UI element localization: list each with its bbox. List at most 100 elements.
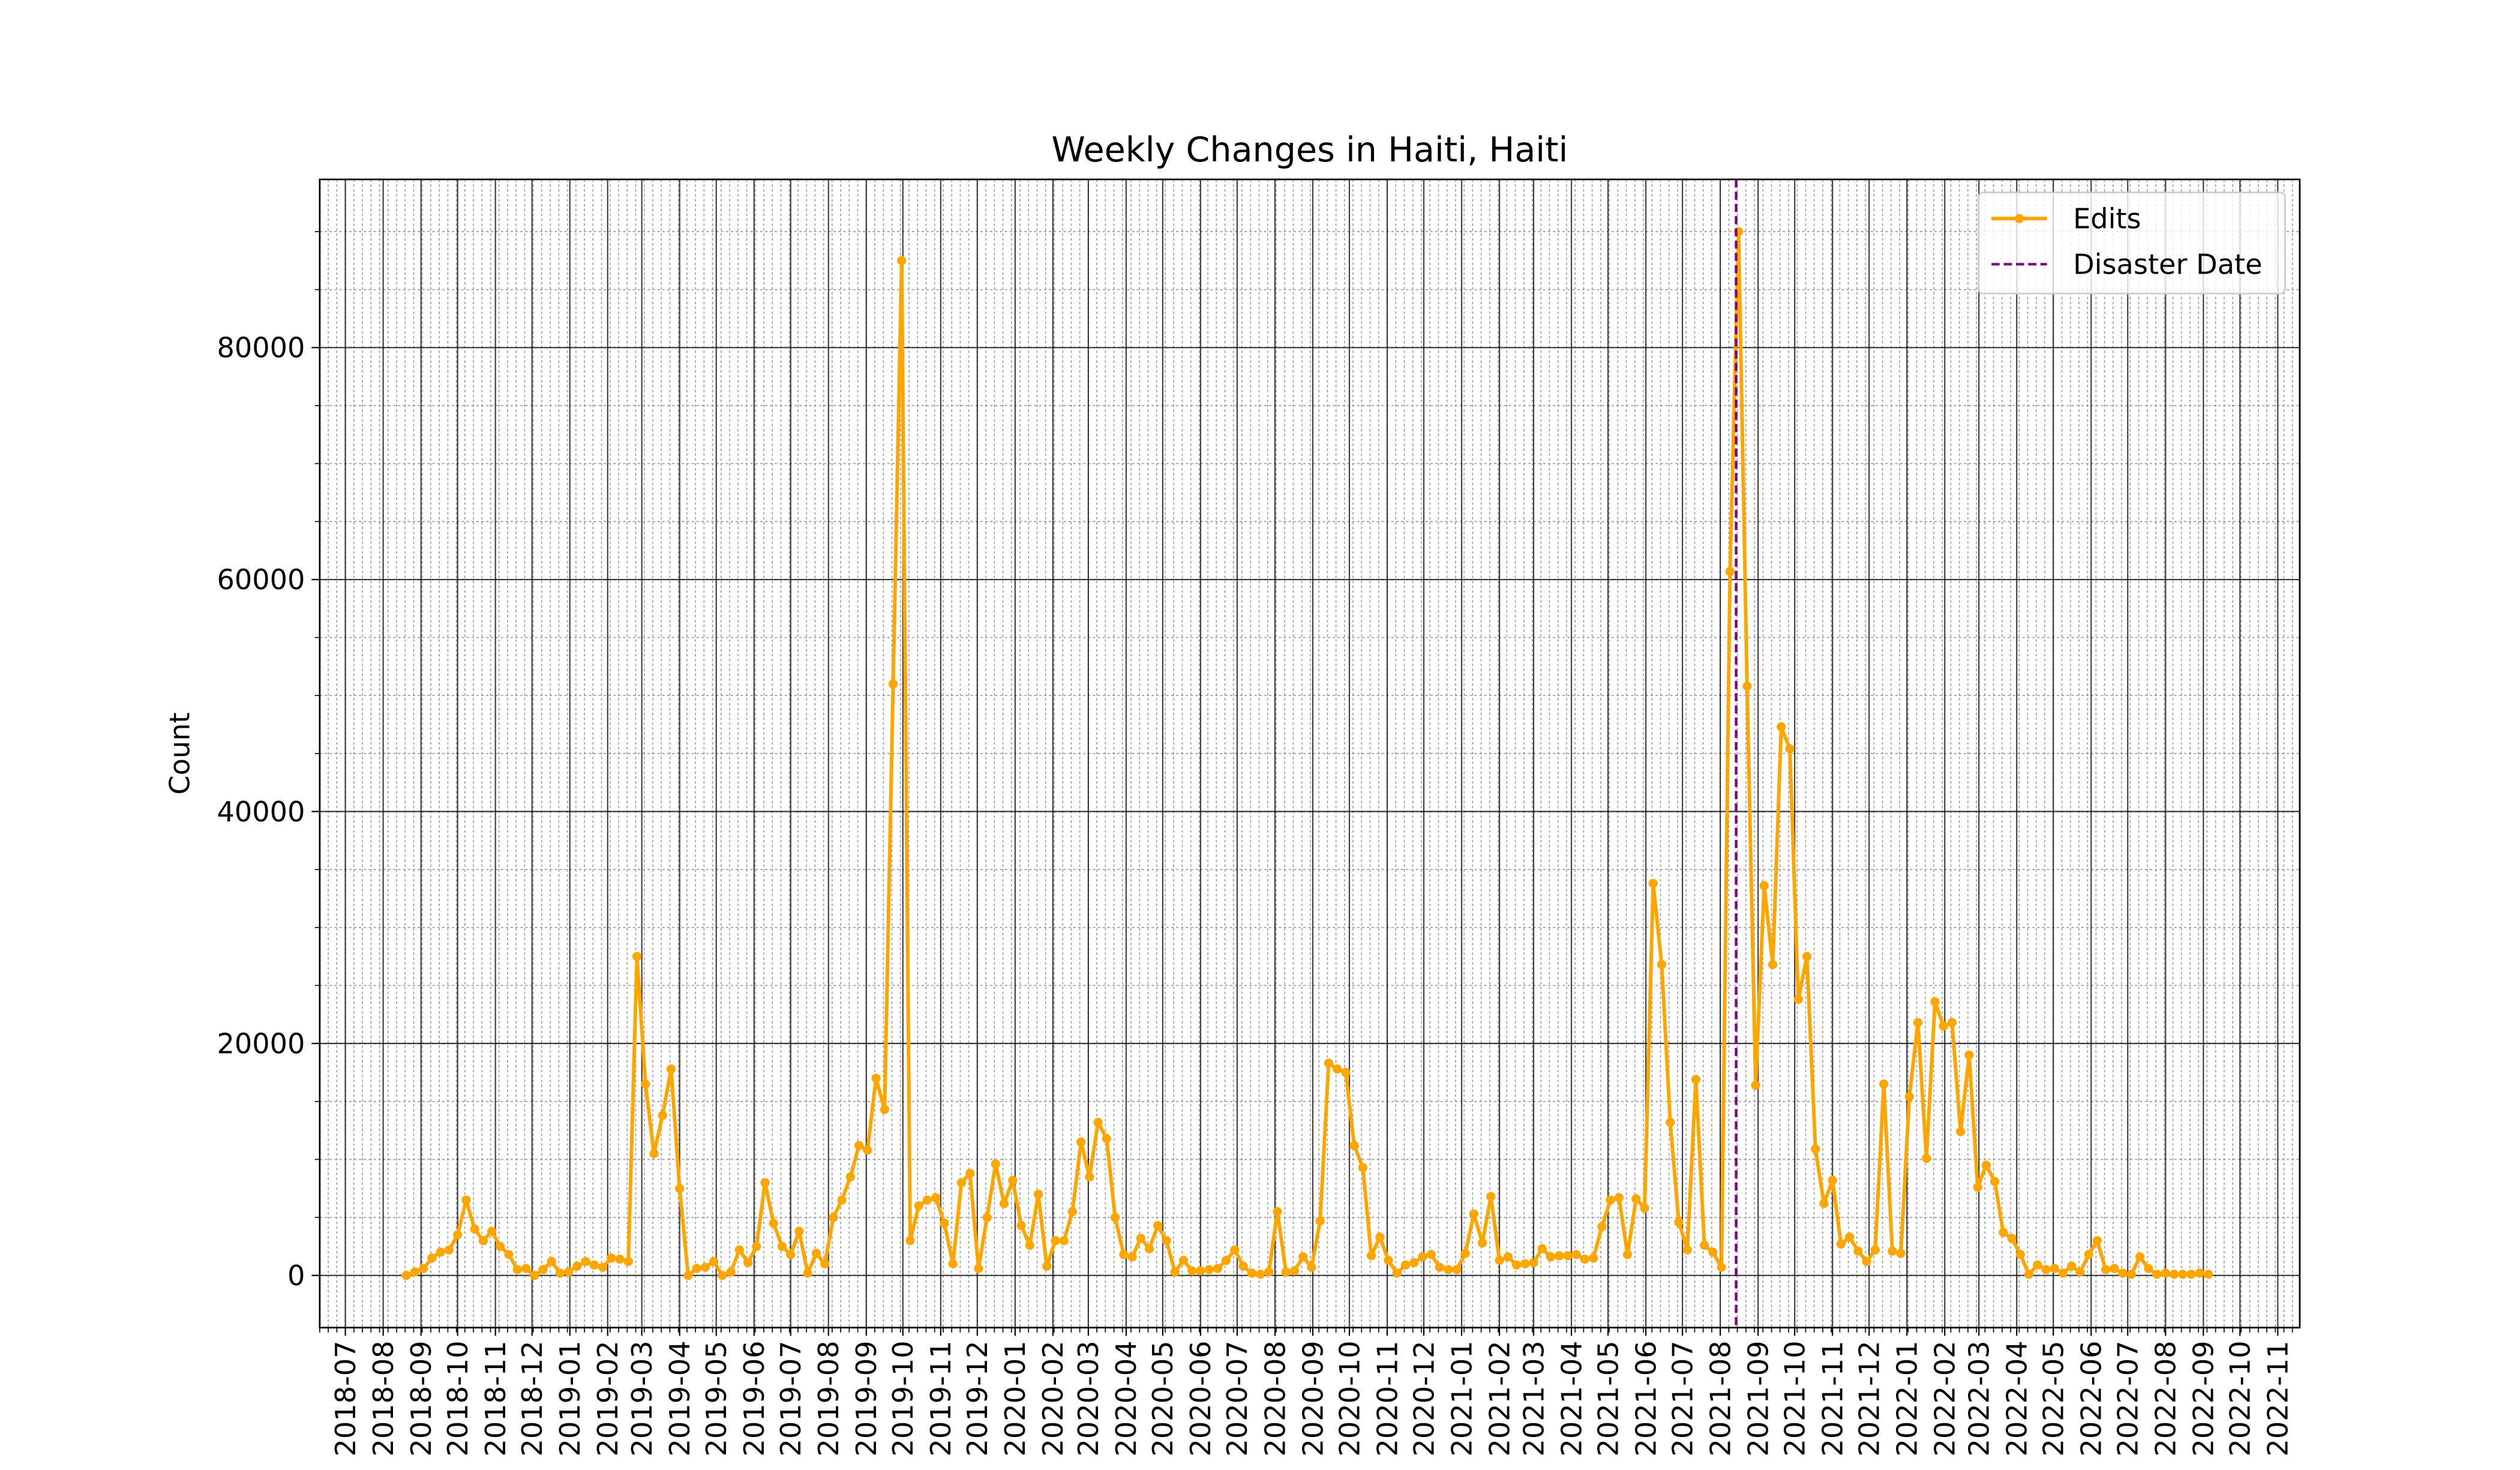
data-point: [2144, 1264, 2153, 1273]
x-tick-label: 2019-03: [626, 1340, 658, 1456]
data-point: [1255, 1270, 1265, 1279]
data-point: [1828, 1175, 1837, 1185]
data-point: [564, 1267, 574, 1277]
data-point: [1495, 1255, 1504, 1265]
data-point: [1768, 960, 1778, 970]
data-point: [2058, 1268, 2068, 1278]
data-point: [1930, 997, 1940, 1007]
x-tick-label: 2021-05: [1592, 1340, 1624, 1456]
data-point: [1127, 1252, 1137, 1262]
data-point: [1640, 1203, 1649, 1213]
x-tick-label: 2021-09: [1742, 1340, 1774, 1456]
data-point: [1281, 1267, 1291, 1277]
data-point: [1742, 682, 1752, 691]
data-point: [538, 1265, 548, 1274]
data-point: [1845, 1232, 1855, 1242]
data-point: [1811, 1144, 1820, 1154]
data-point: [410, 1267, 420, 1277]
data-point: [530, 1271, 539, 1280]
data-point: [641, 1079, 650, 1089]
data-point: [470, 1224, 479, 1234]
data-point: [2033, 1260, 2042, 1270]
x-tick-label: 2019-08: [812, 1340, 845, 1456]
data-point: [1333, 1064, 1342, 1074]
data-point: [1238, 1261, 1248, 1271]
data-point: [820, 1259, 830, 1268]
data-point: [888, 679, 898, 689]
data-point: [1341, 1067, 1351, 1078]
data-point: [974, 1264, 983, 1273]
data-point: [1460, 1249, 1470, 1258]
data-point: [1819, 1199, 1829, 1208]
data-point: [1102, 1134, 1111, 1144]
data-point: [914, 1201, 923, 1211]
x-tick-label: 2019-11: [925, 1340, 957, 1456]
data-point: [1170, 1267, 1180, 1277]
data-point: [982, 1213, 992, 1222]
data-point: [1879, 1079, 1889, 1089]
x-tick-label: 2022-07: [2112, 1340, 2144, 1456]
data-point: [419, 1264, 428, 1273]
data-point: [1067, 1207, 1078, 1217]
legend-label: Edits: [2073, 203, 2141, 235]
data-point: [1452, 1265, 1462, 1274]
data-point: [1093, 1117, 1103, 1127]
x-tick-label: 2020-12: [1408, 1340, 1440, 1456]
data-point: [436, 1247, 445, 1257]
data-point: [905, 1236, 915, 1246]
data-point: [863, 1145, 872, 1155]
data-point: [1904, 1092, 1914, 1102]
data-point: [2067, 1261, 2077, 1271]
data-point: [2135, 1252, 2145, 1262]
data-point: [854, 1141, 864, 1150]
data-point: [1008, 1175, 1018, 1185]
data-point: [837, 1195, 847, 1205]
data-point: [2169, 1270, 2179, 1279]
data-point: [1273, 1207, 1282, 1217]
data-point: [1358, 1163, 1367, 1172]
data-point: [2152, 1270, 2162, 1279]
data-point: [427, 1253, 437, 1263]
y-tick-label: 20000: [217, 1027, 305, 1060]
data-point: [1793, 995, 1803, 1004]
data-point: [1349, 1141, 1359, 1150]
data-point: [1691, 1075, 1701, 1084]
data-point: [1614, 1193, 1624, 1202]
x-tick-label: 2018-08: [367, 1340, 400, 1456]
x-tick-label: 2019-09: [850, 1340, 883, 1456]
data-point: [683, 1271, 693, 1280]
x-tick-label: 2021-01: [1445, 1340, 1478, 1456]
data-point: [1511, 1260, 1522, 1270]
data-point: [1870, 1245, 1880, 1255]
data-point: [2161, 1268, 2170, 1278]
data-point: [991, 1159, 1000, 1169]
x-tick-label: 2022-09: [2188, 1340, 2220, 1456]
data-point: [1444, 1265, 1453, 1274]
data-point: [1657, 960, 1667, 970]
data-point: [726, 1267, 736, 1277]
data-point: [760, 1178, 770, 1187]
x-tick-label: 2022-08: [2150, 1340, 2182, 1456]
data-point: [1289, 1266, 1300, 1276]
data-point: [1666, 1117, 1675, 1127]
data-point: [1110, 1213, 1120, 1222]
data-point: [1802, 952, 1812, 961]
x-tick-label: 2020-01: [999, 1340, 1031, 1456]
data-line: [406, 230, 2209, 1277]
data-point: [512, 1265, 522, 1274]
data-point: [1529, 1258, 1538, 1268]
data-point: [1051, 1236, 1060, 1246]
data-point: [1888, 1246, 1897, 1256]
data-point: [453, 1230, 463, 1240]
data-point: [1222, 1255, 1231, 1265]
data-point: [1546, 1252, 1556, 1262]
data-point: [649, 1149, 659, 1159]
data-point: [1862, 1256, 1871, 1267]
data-point: [675, 1184, 685, 1193]
data-point: [2178, 1270, 2188, 1279]
x-tick-label: 2018-12: [516, 1340, 548, 1456]
x-tick-label: 2018-10: [442, 1340, 474, 1456]
data-point: [931, 1193, 941, 1202]
data-point: [615, 1255, 625, 1264]
